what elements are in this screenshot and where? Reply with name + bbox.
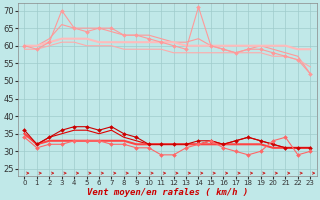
X-axis label: Vent moyen/en rafales ( km/h ): Vent moyen/en rafales ( km/h ) bbox=[87, 188, 248, 197]
